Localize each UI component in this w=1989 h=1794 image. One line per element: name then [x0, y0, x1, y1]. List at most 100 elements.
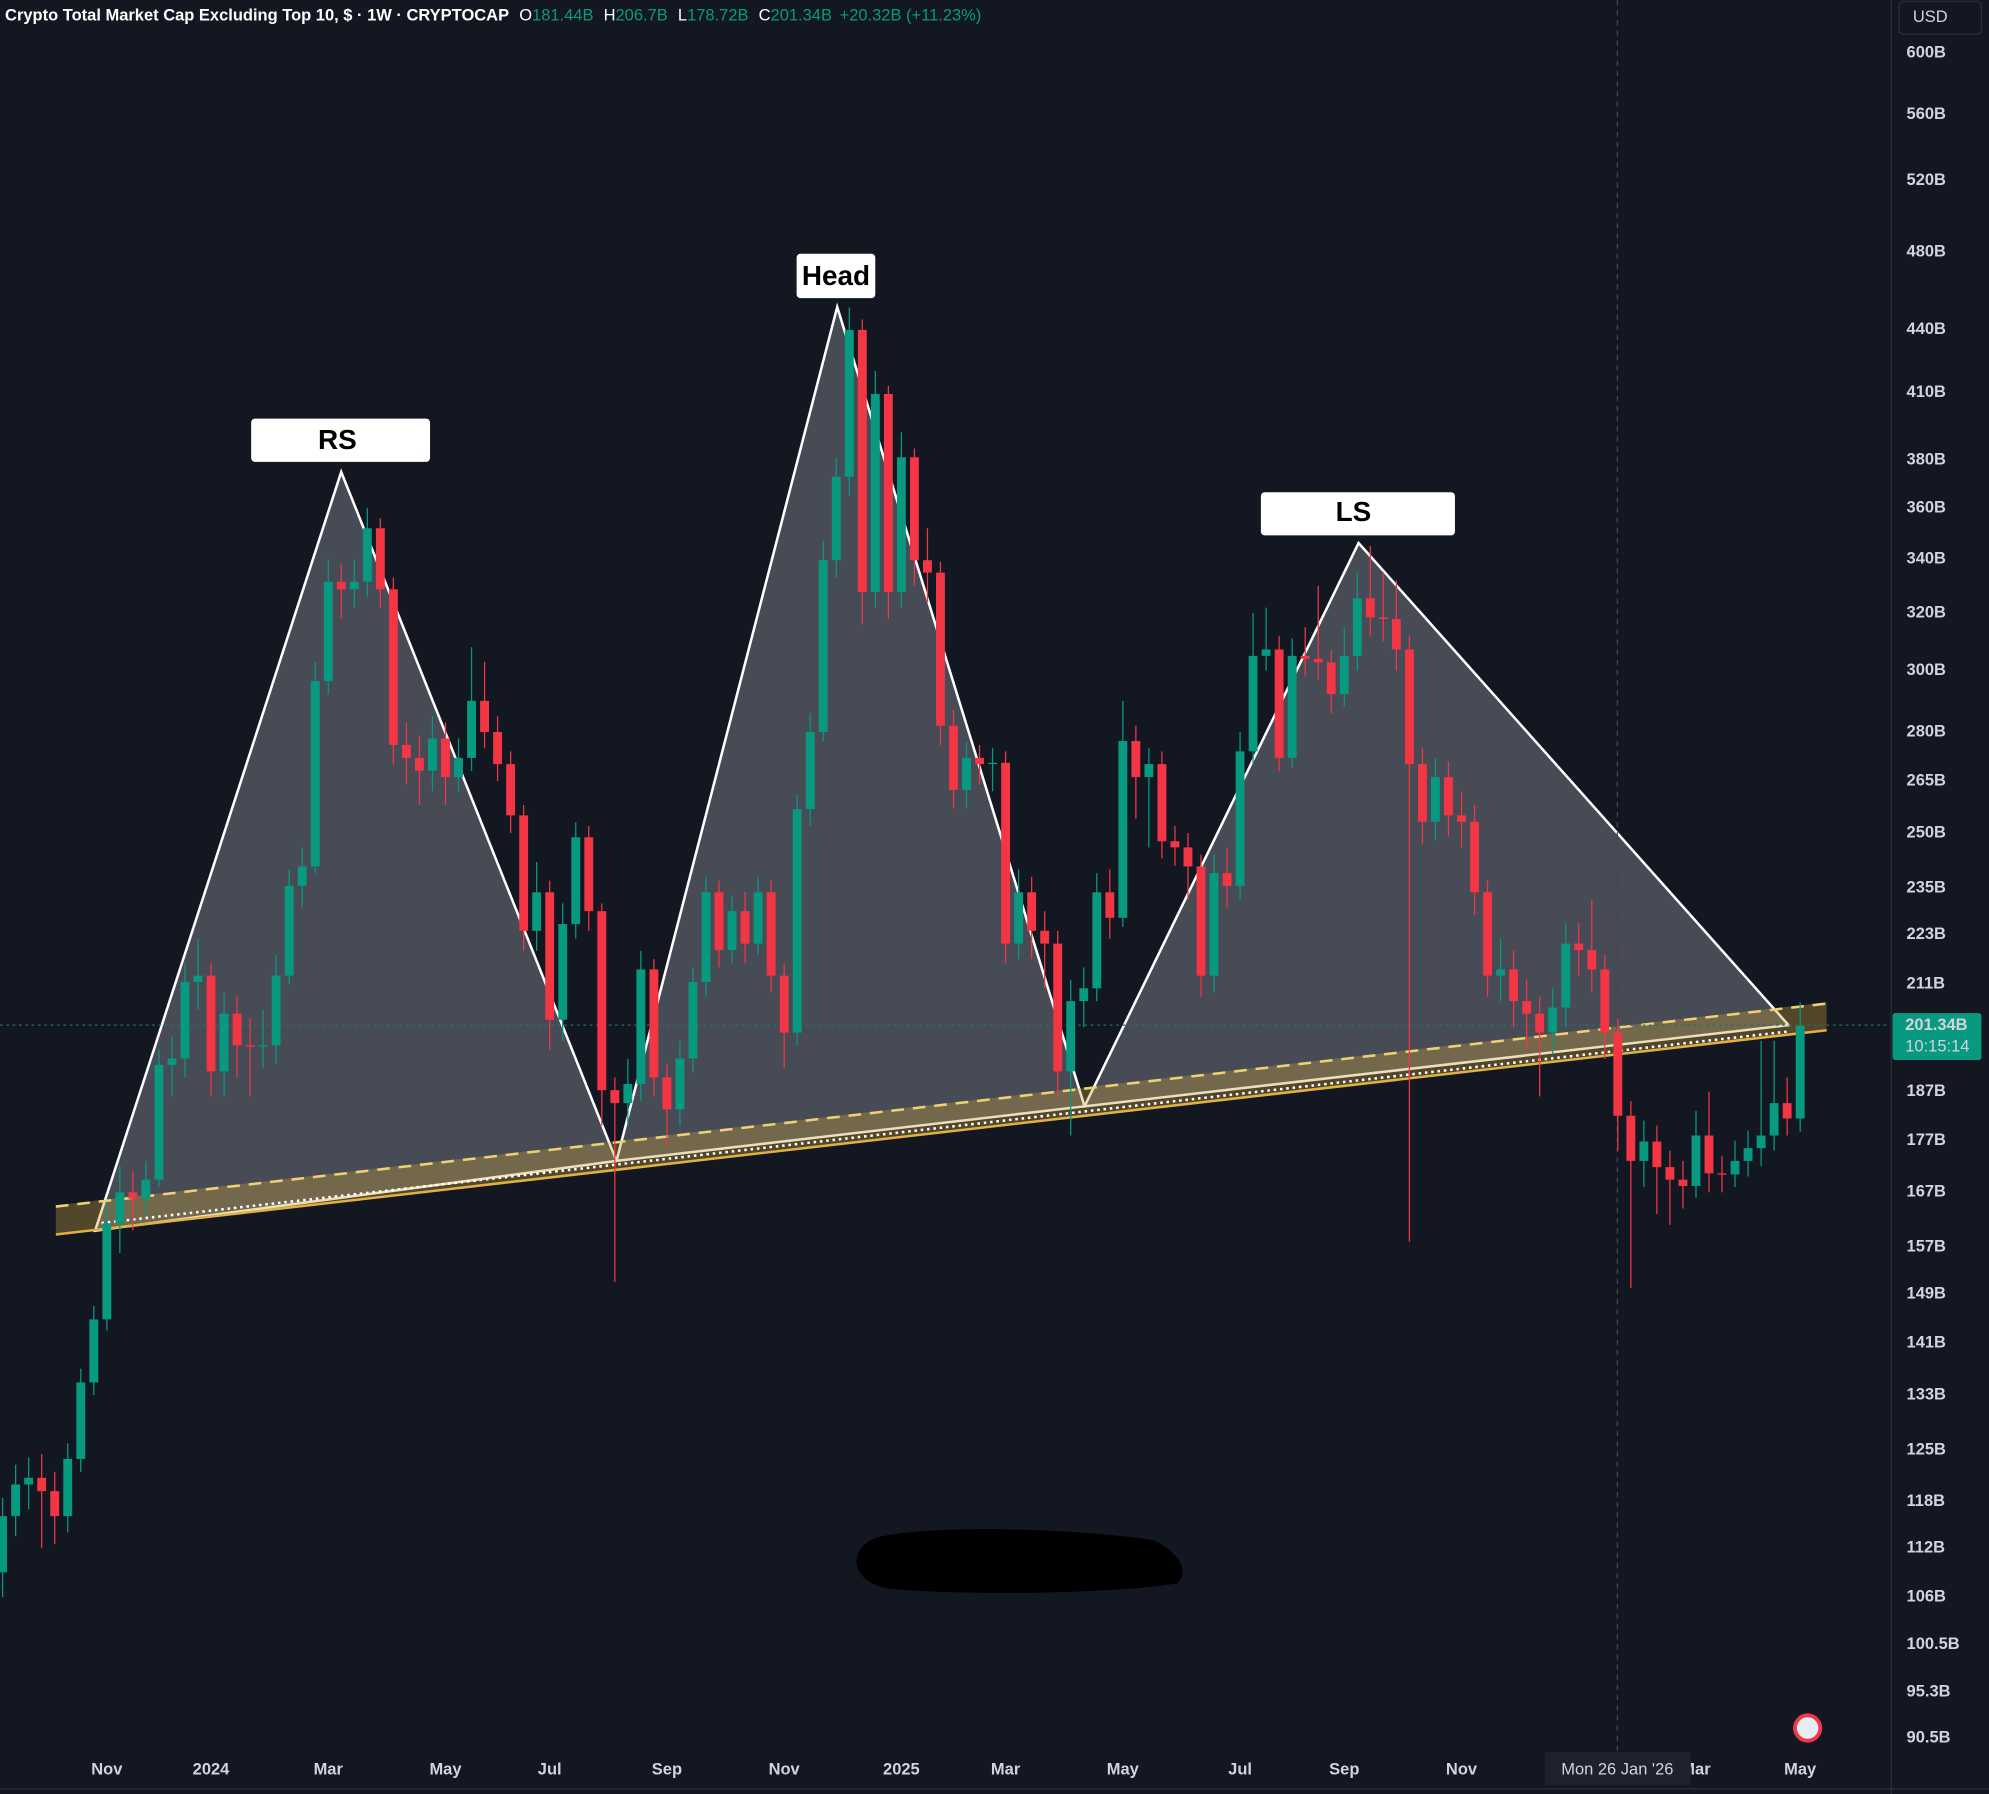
candle-body — [76, 1382, 86, 1459]
candle-body — [1326, 662, 1336, 695]
candle-body — [102, 1223, 112, 1320]
candle-body — [1235, 751, 1245, 886]
candle-body — [506, 764, 516, 816]
x-tick-label: May — [1107, 1760, 1140, 1778]
y-tick-label: 106B — [1907, 1588, 1946, 1606]
candle-body — [949, 725, 958, 790]
candle-body — [388, 589, 398, 745]
candle-body — [923, 560, 932, 573]
candle-body — [1417, 764, 1427, 822]
candle-body — [24, 1477, 34, 1485]
candle-body — [89, 1319, 99, 1383]
flag-icon[interactable] — [1793, 1713, 1823, 1743]
candle-body — [362, 528, 372, 582]
candle-body — [11, 1484, 21, 1517]
x-tick-label: Nov — [1446, 1760, 1478, 1778]
candle-body — [63, 1458, 73, 1517]
candle-body — [414, 757, 424, 771]
ohlc-label: O — [519, 7, 532, 25]
candle-body — [271, 975, 281, 1046]
x-tick-label: Mar — [991, 1760, 1021, 1778]
y-tick-label: 112B — [1907, 1538, 1946, 1556]
y-tick-label: 149B — [1907, 1284, 1946, 1302]
y-tick-label: 380B — [1907, 450, 1946, 468]
ohlc-value: 206.7B — [616, 7, 668, 25]
candle-body — [1300, 655, 1310, 659]
y-tick-label: 340B — [1907, 550, 1946, 568]
y-tick-label: 280B — [1907, 722, 1946, 740]
redaction — [856, 1529, 1183, 1593]
candle-body — [740, 911, 750, 944]
candle-body — [1365, 598, 1375, 618]
candle-body — [1730, 1160, 1740, 1175]
candle-body — [232, 1013, 242, 1046]
currency-button[interactable] — [1898, 0, 1983, 35]
y-tick-label: 265B — [1907, 771, 1946, 789]
candle-body — [675, 1058, 685, 1110]
candle-body — [0, 1516, 8, 1573]
candle-body — [649, 969, 659, 1078]
candle-body — [688, 981, 698, 1059]
y-tick-label: 300B — [1907, 661, 1946, 679]
y-tick-label: 223B — [1907, 925, 1946, 943]
candle-body — [1691, 1135, 1701, 1186]
candle-body — [1261, 649, 1271, 656]
currency-label[interactable]: USD — [1913, 8, 1948, 26]
candle-body — [128, 1192, 138, 1199]
y-tick-label: 320B — [1907, 604, 1946, 622]
candle-body — [1378, 617, 1388, 620]
candle-body — [1457, 815, 1466, 822]
candle-body — [988, 762, 998, 765]
y-tick-label: 133B — [1907, 1385, 1946, 1403]
candle-body — [1339, 655, 1349, 695]
y-tick-label: 157B — [1907, 1238, 1946, 1256]
candle-body — [1391, 619, 1401, 650]
candle-body — [975, 757, 984, 765]
candle-body — [401, 744, 411, 758]
candle-body — [1587, 950, 1597, 970]
candle-body — [1613, 1032, 1623, 1116]
candle-body — [245, 1045, 255, 1047]
candle-body — [701, 892, 711, 982]
candle-body — [467, 700, 476, 758]
candle-body — [154, 1064, 164, 1180]
candle-body — [831, 476, 841, 561]
candle-body — [349, 581, 359, 590]
candle-body — [1066, 1001, 1076, 1072]
candle-body — [1444, 777, 1453, 816]
candle-body — [1092, 892, 1102, 989]
candle-body — [1522, 1001, 1532, 1014]
candle-body — [1561, 943, 1571, 1008]
candle-body — [1313, 658, 1323, 663]
candle-body — [896, 457, 906, 592]
left-shoulder-shape — [1082, 540, 1792, 1108]
candle-body — [258, 1045, 268, 1047]
candle-body — [1144, 764, 1154, 778]
candle-body — [1704, 1135, 1714, 1174]
y-tick-label: 235B — [1907, 878, 1946, 896]
candle-body — [1053, 943, 1063, 1072]
candle-body — [936, 572, 945, 726]
candle-body — [1795, 1025, 1805, 1119]
candle-body — [519, 815, 529, 931]
candle-body — [180, 981, 190, 1059]
countdown-label: 10:15:14 — [1905, 1038, 1969, 1056]
candle-body — [428, 738, 437, 771]
neckline-band — [55, 1002, 1827, 1235]
candle-body — [1287, 655, 1297, 758]
y-tick-label: 125B — [1907, 1441, 1946, 1459]
neckline-dotted — [101, 1030, 1789, 1225]
candle-body — [792, 809, 802, 1033]
candle-body — [753, 892, 763, 944]
candle-body — [1014, 892, 1024, 944]
candle-body — [141, 1179, 151, 1199]
neckline — [55, 1028, 1827, 1236]
candle-body — [870, 393, 880, 592]
annotation-label: LS — [1336, 496, 1372, 527]
crosshair-label-box — [1545, 1752, 1691, 1786]
candle-body — [310, 681, 320, 867]
x-tick-label: Jul — [1228, 1760, 1252, 1778]
candle-body — [1274, 649, 1284, 758]
